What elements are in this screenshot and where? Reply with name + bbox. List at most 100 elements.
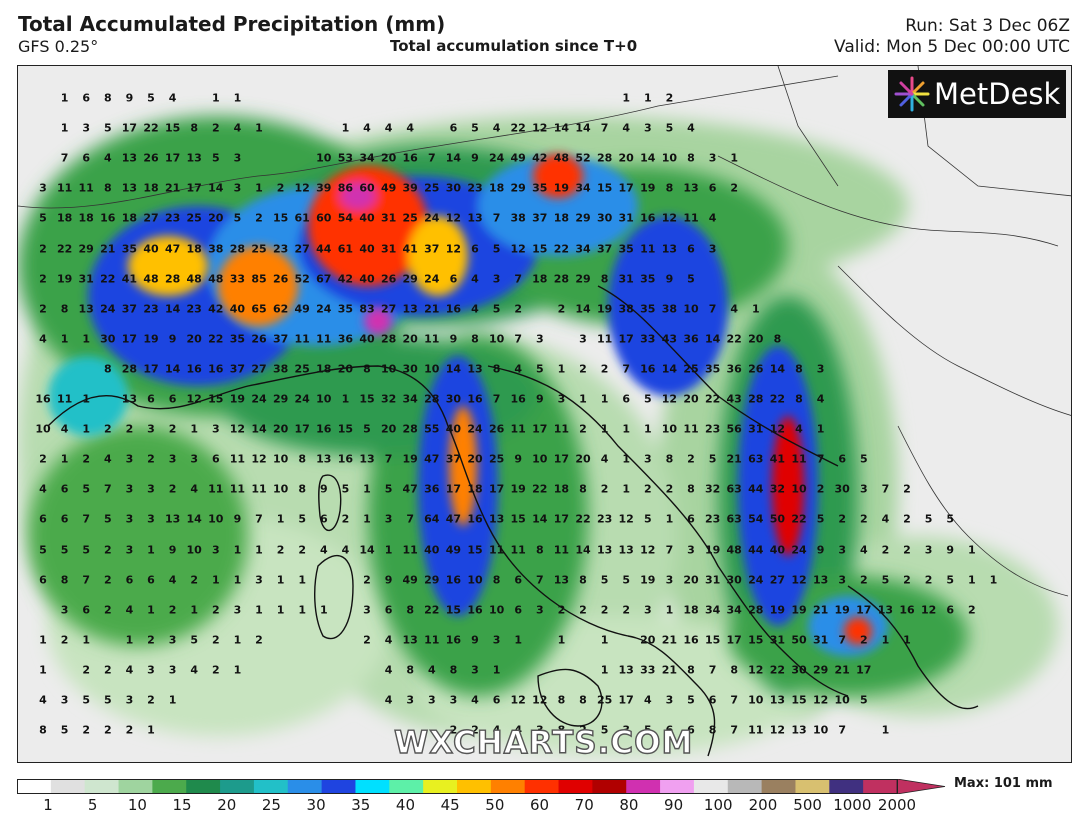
grid-value: 1 (233, 633, 242, 647)
grid-value: 2 (211, 633, 220, 647)
grid-value: 13 (769, 693, 786, 707)
grid-value: 8 (795, 362, 803, 376)
grid-value: 17 (488, 482, 505, 496)
grid-value: 3 (147, 422, 155, 436)
grid-value: 1 (665, 603, 674, 617)
grid-value: 13 (877, 603, 894, 617)
grid-value: 15 (272, 211, 289, 225)
grid-value: 4 (427, 663, 436, 677)
grid-value: 6 (946, 603, 955, 617)
grid-value: 7 (384, 452, 393, 466)
grid-value: 5 (384, 482, 393, 496)
grid-value: 47 (164, 242, 181, 255)
grid-value: 15 (337, 422, 354, 436)
grid-value: 4 (39, 332, 47, 346)
grid-value: 2 (622, 603, 631, 617)
grid-value: 4 (60, 422, 69, 436)
grid-value: 12 (748, 663, 764, 677)
grid-value: 4 (168, 91, 177, 105)
grid-value: 8 (665, 181, 674, 195)
grid-value: 2 (859, 573, 868, 587)
grid-value: 19 (553, 181, 570, 195)
grid-value: 2 (579, 723, 587, 737)
grid-value: 29 (272, 392, 289, 406)
grid-value: 17 (164, 151, 181, 165)
colorbar-frame (17, 779, 898, 794)
grid-value: 6 (384, 603, 393, 617)
grid-value: 17 (294, 422, 310, 436)
grid-value: 2 (579, 603, 587, 617)
grid-value: 1 (622, 452, 631, 466)
grid-value: 23 (143, 302, 159, 316)
very-heavy-precip-layer (128, 154, 872, 645)
grid-value: 7 (730, 723, 739, 737)
grid-value: 3 (190, 452, 199, 466)
grid-value: 10 (488, 332, 505, 346)
colorbar-swatch (592, 780, 627, 793)
grid-value: 36 (683, 332, 699, 346)
colorbar-swatch (524, 780, 560, 793)
colorbar-swatch (863, 780, 898, 793)
grid-value: 10 (316, 151, 332, 165)
grid-value: 2 (579, 362, 587, 376)
grid-value: 10 (748, 693, 764, 707)
grid-value: 25 (424, 181, 440, 195)
grid-value: 34 (726, 603, 742, 617)
grid-value: 2 (103, 422, 112, 436)
grid-value: 2 (168, 482, 177, 496)
grid-value: 6 (82, 91, 91, 105)
colorbar-swatch (355, 780, 390, 793)
grid-value: 5 (924, 512, 933, 526)
grid-value: 29 (78, 242, 94, 255)
grid-value: 61 (294, 211, 310, 225)
grid-value: 47 (445, 512, 462, 526)
grid-value: 12 (661, 211, 678, 225)
grid-value: 28 (424, 392, 440, 406)
grid-value: 38 (272, 362, 289, 376)
grid-value: 3 (82, 121, 91, 135)
grid-value: 3 (211, 543, 220, 556)
grid-value: 6 (319, 512, 328, 526)
grid-value: 4 (881, 512, 890, 526)
grid-value: 8 (363, 362, 371, 376)
grid-value: 35 (532, 181, 548, 195)
grid-value: 19 (229, 392, 246, 406)
grid-value: 3 (60, 693, 69, 707)
grid-value: 4 (319, 543, 328, 556)
grid-value: 5 (147, 91, 155, 105)
grid-value: 20 (618, 151, 634, 165)
grid-value: 5 (82, 543, 91, 556)
grid-value: 4 (471, 272, 479, 286)
colorbar-swatch (423, 780, 458, 793)
grid-value: 25 (186, 211, 202, 225)
grid-value: 4 (168, 573, 177, 587)
grid-value: 31 (380, 242, 397, 255)
grid-value: 3 (665, 573, 674, 587)
grid-value: 1 (492, 663, 501, 677)
grid-value: 3 (125, 452, 134, 466)
grid-value: 11 (78, 181, 94, 195)
grid-value: 5 (665, 121, 674, 135)
grid-value: 4 (190, 482, 199, 496)
grid-value: 2 (903, 573, 911, 587)
grid-value: 11 (553, 543, 570, 556)
grid-value: 16 (100, 211, 116, 225)
grid-value: 47 (424, 452, 440, 466)
grid-value: 2 (471, 723, 479, 737)
grid-value: 16 (445, 302, 462, 316)
grid-value: 18 (467, 482, 483, 496)
grid-value: 5 (211, 151, 220, 165)
grid-value: 6 (82, 151, 91, 165)
colorbar-swatch (761, 780, 797, 793)
grid-value: 5 (82, 693, 91, 707)
grid-value: 37 (272, 332, 289, 346)
grid-value: 2 (665, 91, 674, 105)
grid-value: 8 (579, 482, 587, 496)
grid-value: 1 (233, 543, 242, 556)
grid-value: 26 (748, 362, 764, 376)
precipitation-map[interactable]: 1 6 8 9 5 4 1 1 1 1 2 1 3 5 17 22 15 8 2 4 1 1 4 4 4 6 5 4 22 12 14 14 7… (17, 65, 1072, 763)
grid-value: 2 (168, 603, 177, 617)
grid-value: 6 (147, 573, 155, 587)
grid-value: 24 (424, 211, 440, 225)
grid-value: 26 (143, 151, 159, 165)
